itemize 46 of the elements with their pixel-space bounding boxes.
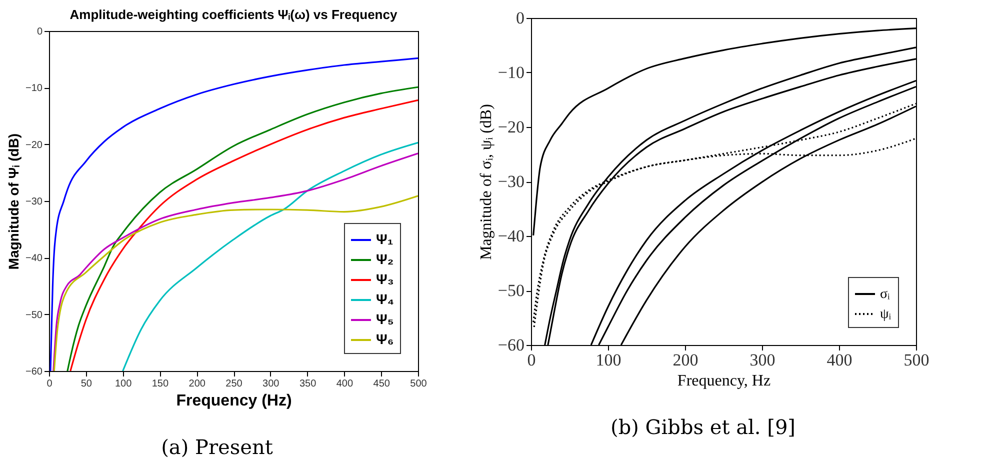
y-tick-label: −30	[498, 172, 524, 191]
y-tick-label: −10	[26, 83, 43, 94]
y-tick-label: −10	[498, 63, 524, 82]
x-tick-label: 100	[114, 378, 132, 390]
y-tick-label: −50	[26, 310, 43, 321]
y-tick-label: −20	[498, 118, 524, 136]
legend-label: σᵢ	[880, 287, 891, 302]
x-tick-label: 50	[80, 378, 92, 390]
x-tick-label: 400	[826, 350, 852, 370]
legend-label: Ψ₃	[376, 271, 394, 287]
y-tick-label: 0	[516, 8, 524, 28]
y-tick-label: −60	[498, 336, 524, 354]
y-tick-label: −60	[26, 366, 43, 378]
x-axis-title: Frequency (Hz)	[176, 392, 292, 410]
x-tick-label: 500	[410, 378, 428, 390]
chart-title: Amplitude-weighting coefficients Ψᵢ(ω) vs Frequency	[70, 7, 398, 22]
legend-label: Ψ₆	[376, 331, 394, 347]
x-tick-label: 400	[336, 378, 354, 390]
y-tick-label: −20	[26, 140, 43, 151]
y-axis-title: Magnitude of Ψᵢ (dB)	[6, 133, 22, 270]
legend-label: Ψ₄	[376, 291, 394, 307]
x-tick-label: 100	[596, 350, 622, 370]
y-tick-label: −40	[498, 226, 524, 246]
legend-label: ψᵢ	[880, 307, 892, 322]
x-tick-label: 250	[226, 378, 243, 390]
x-tick-label: 0	[46, 378, 53, 390]
x-tick-label: 300	[750, 350, 776, 370]
text: (b) Gibbs et al. [9]	[610, 415, 796, 439]
x-tick-label: 0	[527, 350, 536, 370]
y-axis-title: Magnitude of σᵢ, ψᵢ (dB)	[478, 104, 495, 260]
y-tick-label: 0	[36, 26, 43, 38]
y-tick-label: −50	[498, 281, 524, 300]
legend-label: Ψ₁	[376, 231, 394, 247]
y-tick-label: −40	[26, 253, 43, 264]
x-tick-label: 350	[299, 378, 317, 390]
x-tick-label: 500	[904, 350, 930, 370]
text: (a) Present	[161, 435, 273, 459]
x-tick-label: 300	[262, 378, 280, 390]
legend-label: Ψ₅	[376, 311, 394, 327]
x-axis-title: Frequency, Hz	[677, 372, 771, 390]
x-tick-label: 200	[672, 350, 698, 370]
legend-label: Ψ₂	[376, 251, 394, 267]
x-tick-label: 450	[373, 378, 390, 390]
x-tick-label: 200	[188, 378, 206, 390]
x-tick-label: 150	[152, 378, 169, 390]
y-tick-label: −30	[26, 196, 43, 208]
